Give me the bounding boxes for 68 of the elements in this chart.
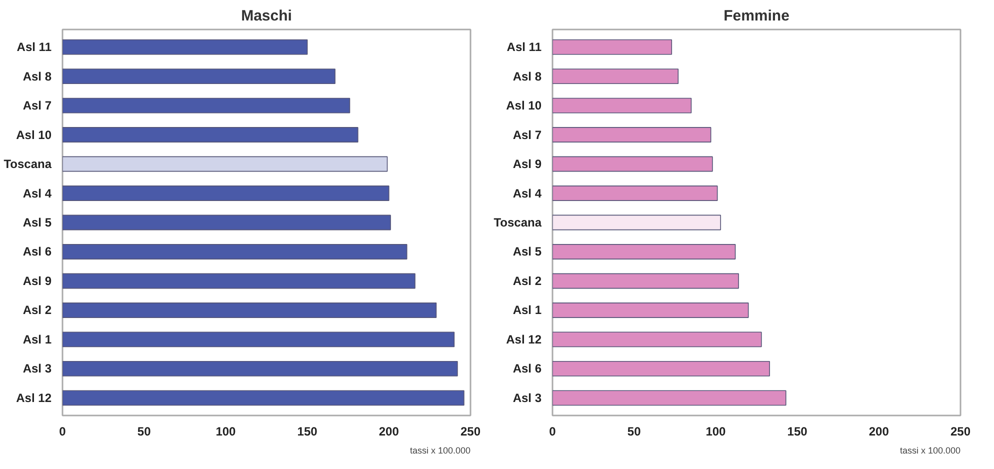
y-tick-label: Asl 6 (512, 362, 542, 376)
y-tick-label: Asl 4 (512, 186, 542, 200)
y-tick-label: Asl 9 (22, 274, 52, 288)
bar (552, 68, 679, 84)
x-tick-label: 0 (59, 424, 66, 438)
y-tick-label: Asl 1 (22, 332, 52, 346)
x-tick-label: 250 (950, 424, 971, 438)
bar (552, 98, 692, 114)
bar (552, 214, 721, 230)
x-tick-label: 0 (549, 424, 556, 438)
bar (62, 332, 455, 348)
y-tick-label: Asl 3 (512, 390, 542, 405)
y-tick-label: Asl 7 (512, 128, 542, 142)
bar (62, 273, 416, 289)
bar (552, 361, 770, 376)
y-tick-label: Asl 5 (22, 216, 52, 230)
y-tick-label: Asl 3 (22, 362, 52, 376)
bar (62, 68, 336, 84)
bar (552, 390, 786, 406)
x-tick-label: 200 (868, 424, 890, 438)
chart-title: Maschi (241, 8, 292, 24)
bar (62, 244, 408, 260)
y-tick-label: Asl 10 (506, 98, 542, 113)
y-tick-label: Asl 2 (512, 274, 542, 288)
bar (552, 244, 736, 260)
bar (552, 302, 749, 318)
bar (552, 127, 712, 142)
y-tick-label: Asl 4 (22, 186, 52, 200)
chart-title: Femmine (724, 8, 790, 24)
bar (62, 186, 390, 201)
bar (62, 98, 350, 114)
text: tassi x 100.000 (410, 446, 471, 456)
bar (62, 156, 388, 172)
x-tick-label: 100 (216, 424, 236, 438)
y-tick-label: Asl 7 (22, 98, 52, 113)
x-tick-label: 50 (137, 424, 152, 438)
bar (552, 39, 672, 55)
bar (62, 214, 391, 230)
y-tick-label: Asl 10 (16, 128, 52, 142)
y-tick-label: Asl 6 (22, 244, 52, 259)
bar (62, 361, 458, 376)
y-tick-label: Asl 11 (506, 40, 542, 54)
y-tick-label: Asl 1 (512, 303, 542, 318)
bar (62, 39, 308, 55)
bar (62, 302, 437, 318)
y-tick-label: Asl 9 (512, 157, 542, 172)
bar (62, 127, 358, 142)
x-tick-label: 50 (627, 424, 642, 438)
bar (62, 390, 464, 406)
y-tick-label: Asl 8 (22, 69, 52, 84)
x-tick-label: 100 (706, 424, 726, 438)
y-tick-label: Toscana (4, 157, 52, 172)
y-tick-label: Asl 8 (512, 69, 542, 84)
y-tick-label: Asl 11 (16, 40, 52, 54)
text: tassi x 100.000 (900, 446, 961, 456)
x-tick-label: 200 (378, 424, 400, 438)
y-tick-label: Asl 12 (506, 332, 542, 346)
y-tick-label: Asl 12 (16, 390, 52, 405)
x-tick-label: 150 (787, 424, 808, 438)
y-tick-label: Asl 5 (512, 244, 542, 259)
bar (552, 332, 762, 348)
y-tick-label: Toscana (494, 216, 542, 230)
bar (552, 273, 739, 289)
bar (552, 156, 713, 172)
bar (552, 186, 718, 201)
x-tick-label: 250 (460, 424, 481, 438)
x-tick-label: 150 (297, 424, 318, 438)
y-tick-label: Asl 2 (22, 303, 52, 318)
